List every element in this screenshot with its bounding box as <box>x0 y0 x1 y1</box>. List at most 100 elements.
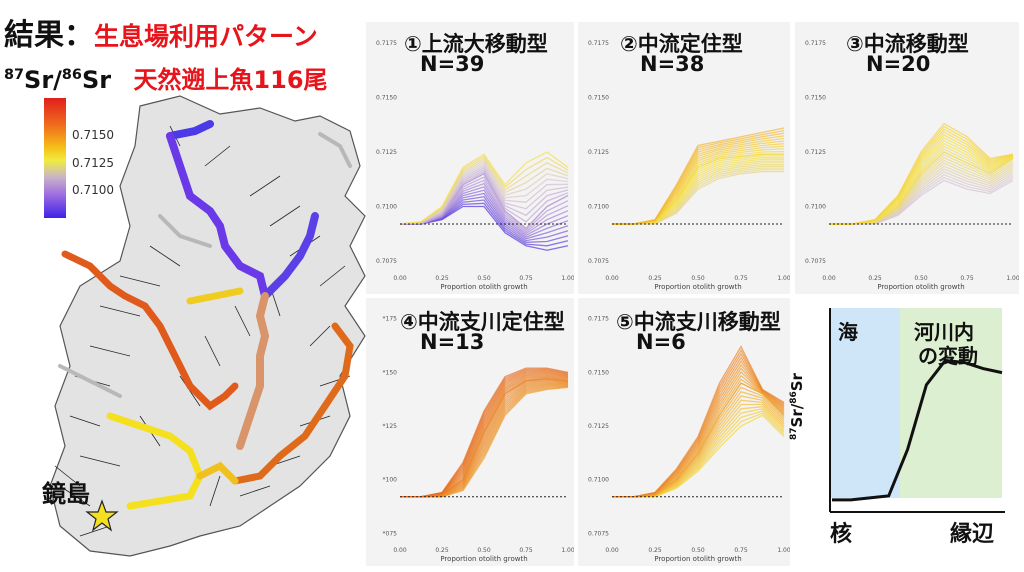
panel-n: N=6 <box>636 330 686 354</box>
series-line <box>612 165 784 225</box>
chart-svg: 0.7175 0.7150 0.7125 0.7100 0.7075 0.00 0.25 0.… <box>588 40 791 291</box>
x-tick-label: 0.75 <box>519 275 533 282</box>
x-tick-label: 0.75 <box>734 275 748 282</box>
panel-n: N=20 <box>866 52 931 76</box>
chart-svg: 0.7175 0.7150 0.7125 0.7100 0.7075 0.00 0.25 0.… <box>805 40 1020 291</box>
x-axis-label: Proportion otolith growth <box>654 283 741 291</box>
y-tick-label: 0.7125 <box>376 149 397 156</box>
y-tick-label: 0.7175 <box>588 316 609 323</box>
y-tick-label: 0.7075 <box>805 258 826 265</box>
y-tick-label: 0.7175 <box>805 40 826 47</box>
river-zone <box>900 308 1002 498</box>
x-tick-label: 1.00 <box>561 547 574 554</box>
concept-diagram: 海 河川内 の変動 87Sr/86Sr 核 縁辺 <box>788 300 1020 568</box>
y-tick-label: *175 <box>383 316 398 323</box>
panel-1: 0.7175 0.7150 0.7125 0.7100 0.7075 0.00 0.25 0.… <box>366 22 575 294</box>
x-tick-label: 0.75 <box>960 275 974 282</box>
x-tick-label: 0.25 <box>435 275 449 282</box>
panel-title: ①上流大移動型 <box>404 32 548 56</box>
y-tick-label: 0.7150 <box>588 369 609 376</box>
gray-segments <box>58 132 352 398</box>
panel-n: N=39 <box>420 52 485 76</box>
y-tick-label: *150 <box>383 369 398 376</box>
basin-outline <box>49 95 366 557</box>
panel-title: ④中流支川定住型 <box>400 310 565 334</box>
location-label: 鏡島 <box>42 480 90 508</box>
y-tick-label: 0.7125 <box>805 149 826 156</box>
x-axis-label: Proportion otolith growth <box>654 555 741 563</box>
x-tick-label: 0.00 <box>393 547 407 554</box>
series-line <box>612 345 785 498</box>
river-east-violet <box>261 212 319 300</box>
x-tick-label: 1.00 <box>777 275 790 282</box>
x-tick-label: 0.50 <box>477 547 491 554</box>
y-tick-label: 0.7175 <box>376 40 397 47</box>
y-tick-label: 0.7100 <box>376 204 397 211</box>
y-tick-label: 0.7150 <box>376 94 397 101</box>
panel-title: ②中流定住型 <box>620 32 743 56</box>
legend-tick: 0.7150 <box>72 128 114 142</box>
x-tick-label: 0.25 <box>648 547 662 554</box>
river-east-orange <box>231 322 354 485</box>
x-tick-label: 0.25 <box>868 275 882 282</box>
legend-tick: 0.7100 <box>72 183 114 197</box>
chart-svg: 0.7175 0.7150 0.7125 0.7100 0.7075 0.00 0.25 0.… <box>588 316 791 563</box>
concept-curve-svg <box>829 308 1005 513</box>
series-line <box>400 202 569 247</box>
y-tick-label: 0.7075 <box>376 258 397 265</box>
river-upper-violet <box>166 132 269 300</box>
x-axis-label: Proportion otolith growth <box>440 555 527 563</box>
x-tick-label: 0.50 <box>914 275 928 282</box>
y-tick-label: 0.7100 <box>588 477 609 484</box>
series-line <box>612 127 785 225</box>
y-tick-label: *125 <box>383 423 398 430</box>
x-tick-label: 0.50 <box>691 547 705 554</box>
color-scale-bar <box>44 98 66 218</box>
star-icon <box>85 499 119 532</box>
series-line <box>612 170 784 225</box>
chart-svg: *175 *150 *125 *100 *075 0.00 0.25 0.50 0.75 1.00… <box>383 316 575 563</box>
concept-x-end: 縁辺 <box>950 522 995 547</box>
x-tick-label: 0.00 <box>393 275 407 282</box>
series-line <box>829 122 1014 225</box>
sea-label: 海 <box>838 320 858 344</box>
y-tick-label: 0.7150 <box>588 94 609 101</box>
series-line <box>400 205 569 251</box>
river-middle-salmon <box>236 292 270 450</box>
river-yellow-branch <box>186 287 244 305</box>
panel-5: 0.7175 0.7150 0.7125 0.7100 0.7075 0.00 0.25 0.… <box>578 298 791 566</box>
panel-title: ③中流移動型 <box>846 32 969 56</box>
y-tick-label: 0.7150 <box>805 94 826 101</box>
y-tick-label: *100 <box>383 477 398 484</box>
y-tick-label: 0.7100 <box>588 204 609 211</box>
series-line <box>612 129 785 225</box>
y-tick-label: 0.7125 <box>588 149 609 156</box>
x-tick-label: 0.00 <box>605 275 619 282</box>
x-tick-label: 0.00 <box>822 275 836 282</box>
sea-zone <box>830 308 900 498</box>
x-tick-label: 1.00 <box>561 275 574 282</box>
title-prefix: 結果： <box>4 18 94 53</box>
concept-x-start: 核 <box>830 522 853 547</box>
y-tick-label: 0.7075 <box>588 530 609 537</box>
series-line <box>612 356 785 498</box>
series-line <box>399 151 569 225</box>
x-tick-label: 0.25 <box>435 547 449 554</box>
y-tick-label: 0.7125 <box>588 423 609 430</box>
series-line <box>400 380 569 498</box>
river-lower-yellow <box>106 412 204 510</box>
panel-4: *175 *150 *125 *100 *075 0.00 0.25 0.50 0.75 1.00… <box>366 298 575 566</box>
series-line <box>400 367 569 498</box>
river-west-orange <box>61 250 239 411</box>
panel-n: N=38 <box>640 52 705 76</box>
x-tick-label: 0.75 <box>734 547 748 554</box>
x-tick-label: 1.00 <box>1006 275 1019 282</box>
legend-tick: 0.7125 <box>72 156 114 170</box>
x-tick-label: 0.25 <box>648 275 662 282</box>
series-line <box>612 348 785 498</box>
river-upper-blue <box>166 120 214 140</box>
concept-curve <box>832 358 1003 502</box>
x-tick-label: 0.75 <box>519 547 533 554</box>
panel-3: 0.7175 0.7150 0.7125 0.7100 0.7075 0.00 0.25 0.… <box>795 22 1020 294</box>
x-tick-label: 1.00 <box>777 547 790 554</box>
